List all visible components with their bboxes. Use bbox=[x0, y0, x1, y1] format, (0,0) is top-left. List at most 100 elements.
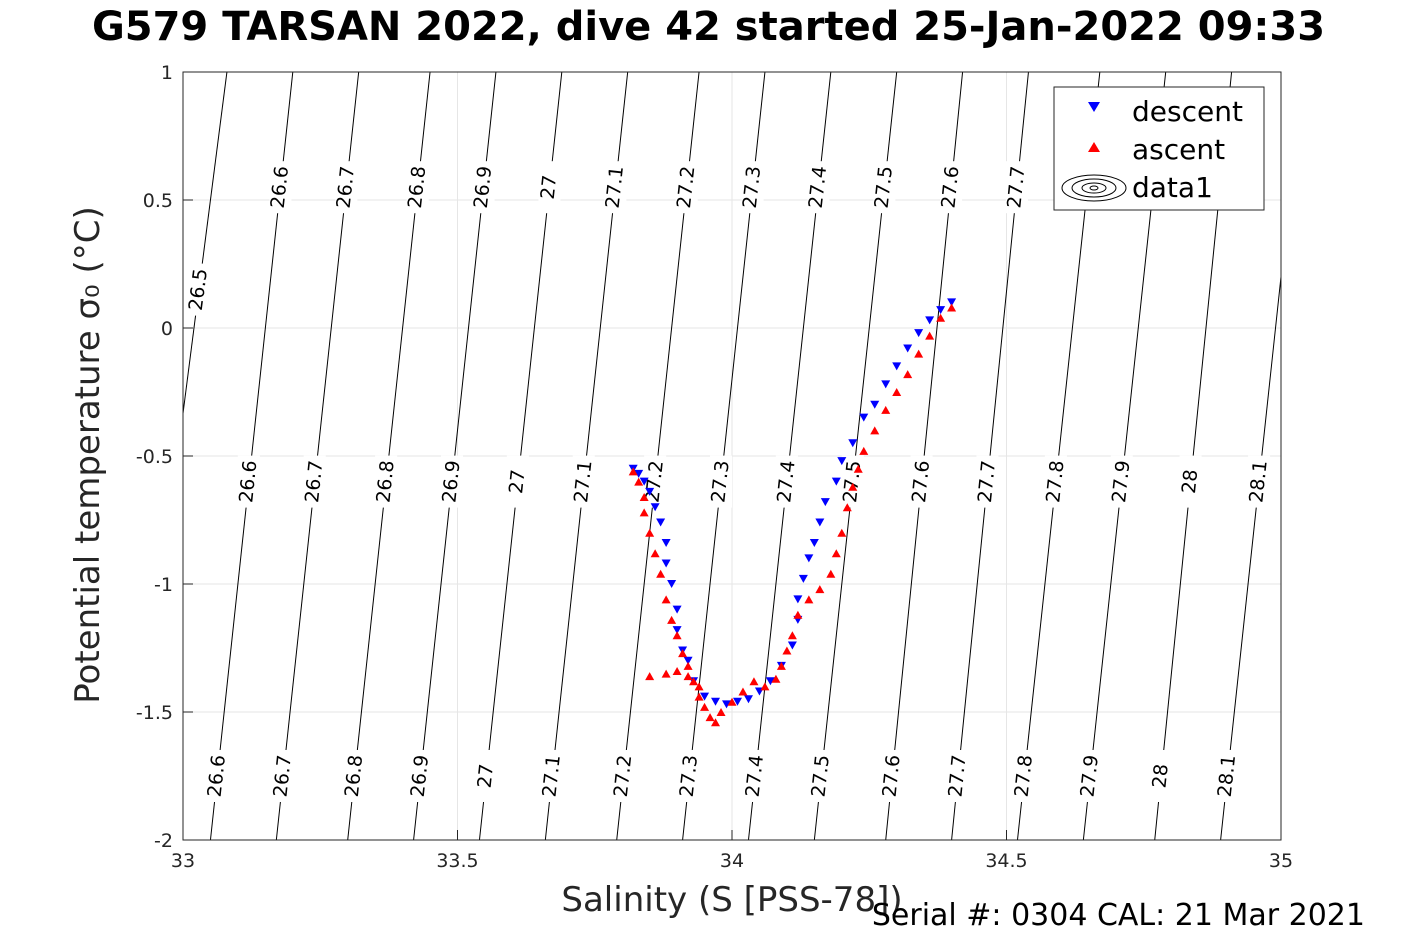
ascent-point bbox=[903, 370, 913, 379]
descent-point bbox=[711, 697, 721, 706]
ascent-point bbox=[656, 569, 666, 578]
descent-point bbox=[837, 457, 847, 466]
contour-28.1: 28.1 28.1 bbox=[1214, 272, 1281, 840]
contour-label: 27.3 bbox=[739, 165, 765, 209]
descent-point bbox=[661, 559, 671, 568]
x-tick-label: 33.5 bbox=[436, 850, 478, 872]
descent-point bbox=[634, 469, 644, 478]
ascent-point bbox=[815, 585, 825, 594]
contour-label: 27.1 bbox=[602, 165, 628, 209]
contour-26.5: 26.5 bbox=[183, 72, 228, 418]
contour-label: 27.3 bbox=[707, 459, 733, 503]
ascent-series bbox=[628, 303, 957, 727]
chart-title: G579 TARSAN 2022, dive 42 started 25-Jan… bbox=[91, 4, 1326, 50]
descent-point bbox=[765, 677, 775, 686]
ascent-point bbox=[639, 508, 649, 517]
ascent-point bbox=[787, 631, 797, 640]
contour-27.3: 27.3 27.3 27.3 bbox=[676, 72, 766, 840]
ascent-point bbox=[826, 569, 836, 578]
y-tick-label: 1 bbox=[161, 62, 173, 84]
descent-point bbox=[804, 554, 814, 563]
ascent-point bbox=[936, 313, 946, 322]
legend[interactable]: descent ascent data1 bbox=[1053, 86, 1265, 211]
ascent-point bbox=[925, 331, 935, 340]
contour-label: 28.1 bbox=[1245, 459, 1271, 503]
contour-label: 27.5 bbox=[808, 754, 834, 798]
contour-27.6: 27.6 27.6 27.6 bbox=[879, 72, 964, 840]
x-axis-label: Salinity (S [PSS-78]) bbox=[561, 880, 903, 920]
descent-point bbox=[881, 380, 891, 389]
descent-point bbox=[722, 700, 732, 709]
descent-point bbox=[925, 316, 935, 325]
contour-27.7: 27.7 27.7 27.7 bbox=[944, 72, 1029, 840]
descent-point bbox=[656, 518, 666, 527]
ascent-point bbox=[661, 669, 671, 678]
legend-descent-marker bbox=[1088, 102, 1100, 112]
descent-point bbox=[793, 595, 803, 604]
y-tick-label: -0.5 bbox=[136, 446, 173, 468]
contour-label: 26.7 bbox=[333, 165, 359, 209]
ascent-point bbox=[831, 549, 841, 558]
contour-line bbox=[183, 72, 228, 418]
contour-27.1: 27.1 27.1 27.1 bbox=[539, 72, 629, 840]
descent-series bbox=[628, 298, 957, 709]
contour-label: 27.2 bbox=[673, 165, 699, 209]
contour-26.6: 26.6 26.6 26.6 bbox=[204, 72, 294, 840]
contour-label: 27.9 bbox=[1108, 459, 1134, 503]
ascent-point bbox=[842, 503, 852, 512]
contour-label: 26.8 bbox=[372, 459, 398, 503]
y-tick-label: -1 bbox=[154, 574, 173, 596]
y-axis-ticks: -2 -1.5 -1 -0.5 0 0.5 1 bbox=[136, 62, 193, 852]
contour-label: 26.9 bbox=[438, 459, 464, 503]
ascent-point bbox=[853, 464, 863, 473]
contour-26.9: 26.9 26.9 26.9 bbox=[407, 72, 497, 840]
ascent-point bbox=[678, 649, 688, 658]
ascent-point bbox=[914, 349, 924, 358]
x-tick-label: 33 bbox=[171, 850, 195, 872]
ascent-point bbox=[628, 467, 638, 476]
descent-point bbox=[859, 413, 869, 422]
ascent-point bbox=[793, 610, 803, 619]
descent-point bbox=[903, 344, 913, 353]
contour-label: 27.3 bbox=[676, 754, 702, 798]
descent-point bbox=[661, 539, 671, 548]
descent-point bbox=[947, 298, 957, 307]
contour-label: 27.4 bbox=[805, 165, 831, 209]
contour-label: 27.5 bbox=[871, 165, 897, 209]
ascent-point bbox=[634, 477, 644, 486]
contour-label: 27.9 bbox=[1077, 754, 1103, 798]
legend-descent-label: descent bbox=[1132, 95, 1243, 128]
descent-point bbox=[809, 539, 819, 548]
ascent-point bbox=[639, 492, 649, 501]
serial-calibration-note: Serial #: 0304 CAL: 21 Mar 2021 bbox=[871, 898, 1365, 933]
y-tick-label: 0 bbox=[161, 318, 173, 340]
contour-label: 27.1 bbox=[539, 754, 565, 798]
ascent-point bbox=[645, 672, 655, 681]
descent-point bbox=[815, 518, 825, 527]
contour-label: 27 bbox=[505, 468, 529, 494]
contour-label: 27.8 bbox=[1042, 459, 1068, 503]
descent-point bbox=[645, 487, 655, 496]
ascent-point bbox=[667, 615, 677, 624]
y-tick-label: -2 bbox=[154, 830, 173, 852]
descent-point bbox=[870, 400, 880, 409]
contour-26.7: 26.7 26.7 26.7 bbox=[270, 72, 360, 840]
contour-label: 27 bbox=[537, 174, 561, 200]
ascent-point bbox=[771, 674, 781, 683]
contour-27.2: 27.227.227.2 bbox=[610, 72, 700, 840]
ascent-point bbox=[776, 661, 786, 670]
y-tick-label: 0.5 bbox=[143, 190, 173, 212]
legend-box bbox=[1053, 86, 1265, 211]
descent-point bbox=[700, 692, 710, 701]
ascent-point bbox=[749, 677, 759, 686]
contour-label: 27.7 bbox=[944, 754, 970, 798]
contour-label: 26.7 bbox=[301, 459, 327, 503]
contour-label: 27.7 bbox=[1003, 165, 1029, 209]
descent-point bbox=[683, 656, 693, 665]
contour-label: 27.4 bbox=[773, 459, 799, 503]
contour-27.4: 27.4 27.4 27.4 bbox=[742, 72, 832, 840]
contour-label: 26.6 bbox=[204, 754, 230, 798]
descent-point bbox=[667, 580, 677, 588]
contour-27.8: 27.8 27.8 bbox=[1011, 72, 1101, 840]
ascent-point bbox=[683, 672, 693, 681]
